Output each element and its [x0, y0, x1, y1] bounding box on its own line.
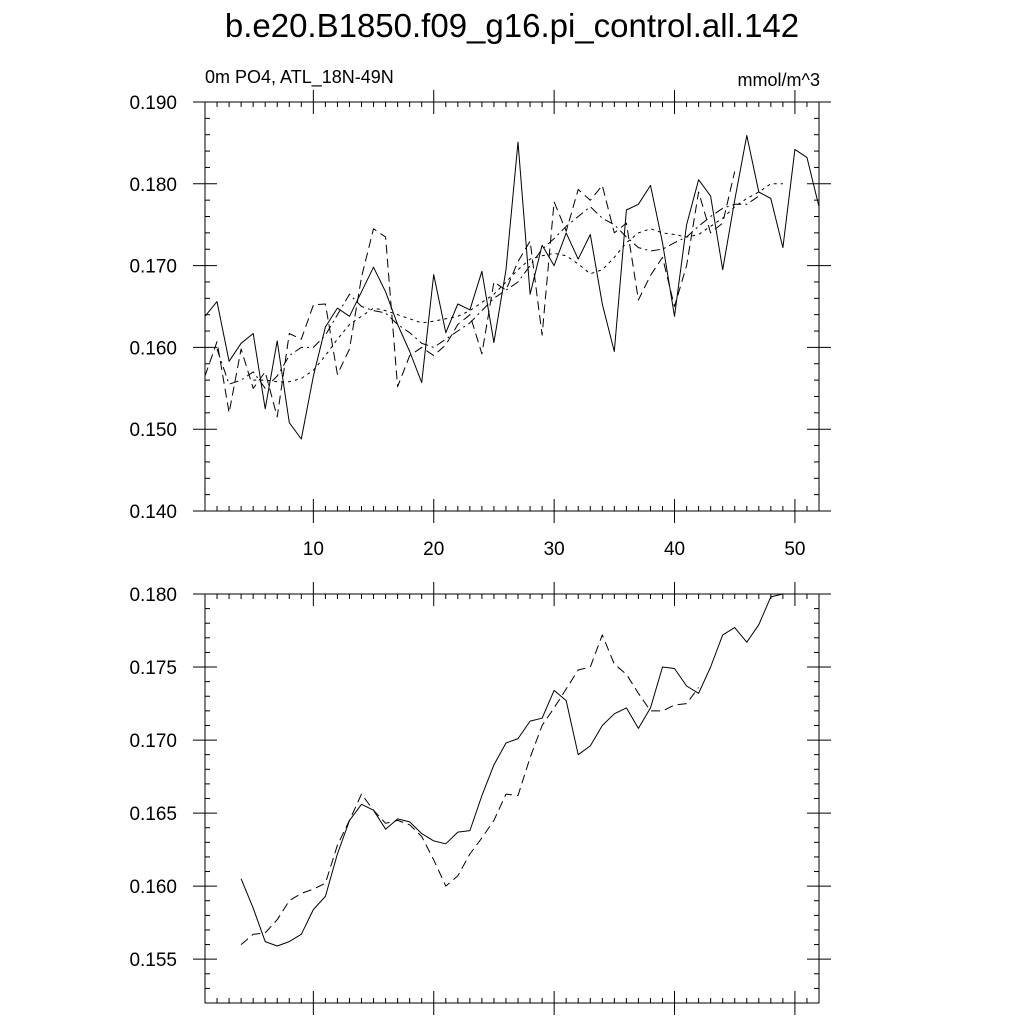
plot-frame: [204, 101, 820, 512]
x-tick-label: 50: [784, 539, 805, 560]
chart-subtitle-left: 0m PO4, ATL_18N-49N: [205, 67, 394, 87]
y-tick-label: 0.175: [129, 658, 177, 679]
series-line-dashed: [240, 634, 700, 945]
series-line-dotted: [253, 183, 783, 383]
x-tick-label: 10: [303, 539, 324, 560]
series-line-solid: [240, 593, 784, 947]
top-line-chart: 10 20 30 40 50 0.140 0.150 0.160 0.170 0.180 0.190: [129, 90, 831, 560]
series-line-dash-dot: [216, 195, 760, 389]
y-tick-label: 0.155: [129, 950, 177, 971]
series-line-solid: [204, 135, 820, 440]
y-tick-label: 0.170: [129, 731, 177, 752]
y-tick-label: 0.165: [129, 804, 177, 825]
y-tick-label: 0.160: [129, 877, 177, 898]
y-tick-label: 0.180: [129, 175, 177, 196]
y-tick-label: 0.150: [129, 420, 177, 441]
x-tick-label: 30: [544, 539, 565, 560]
chart-title: b.e20.B1850.f09_g16.pi_control.all.142: [224, 7, 800, 44]
y-tick-label: 0.180: [129, 585, 177, 606]
plot-frame: [204, 593, 820, 1004]
y-tick-label: 0.170: [129, 257, 177, 278]
series-line-dashed: [204, 171, 736, 418]
x-tick-label: 40: [664, 539, 685, 560]
chart-units-label: mmol/m^3: [737, 70, 820, 90]
y-tick-label: 0.190: [129, 93, 177, 114]
y-tick-label: 0.140: [129, 502, 177, 523]
x-tick-label: 20: [423, 539, 444, 560]
bottom-line-chart: 0.155 0.160 0.165 0.170 0.175 0.180: [129, 582, 831, 1015]
y-tick-label: 0.160: [129, 338, 177, 359]
